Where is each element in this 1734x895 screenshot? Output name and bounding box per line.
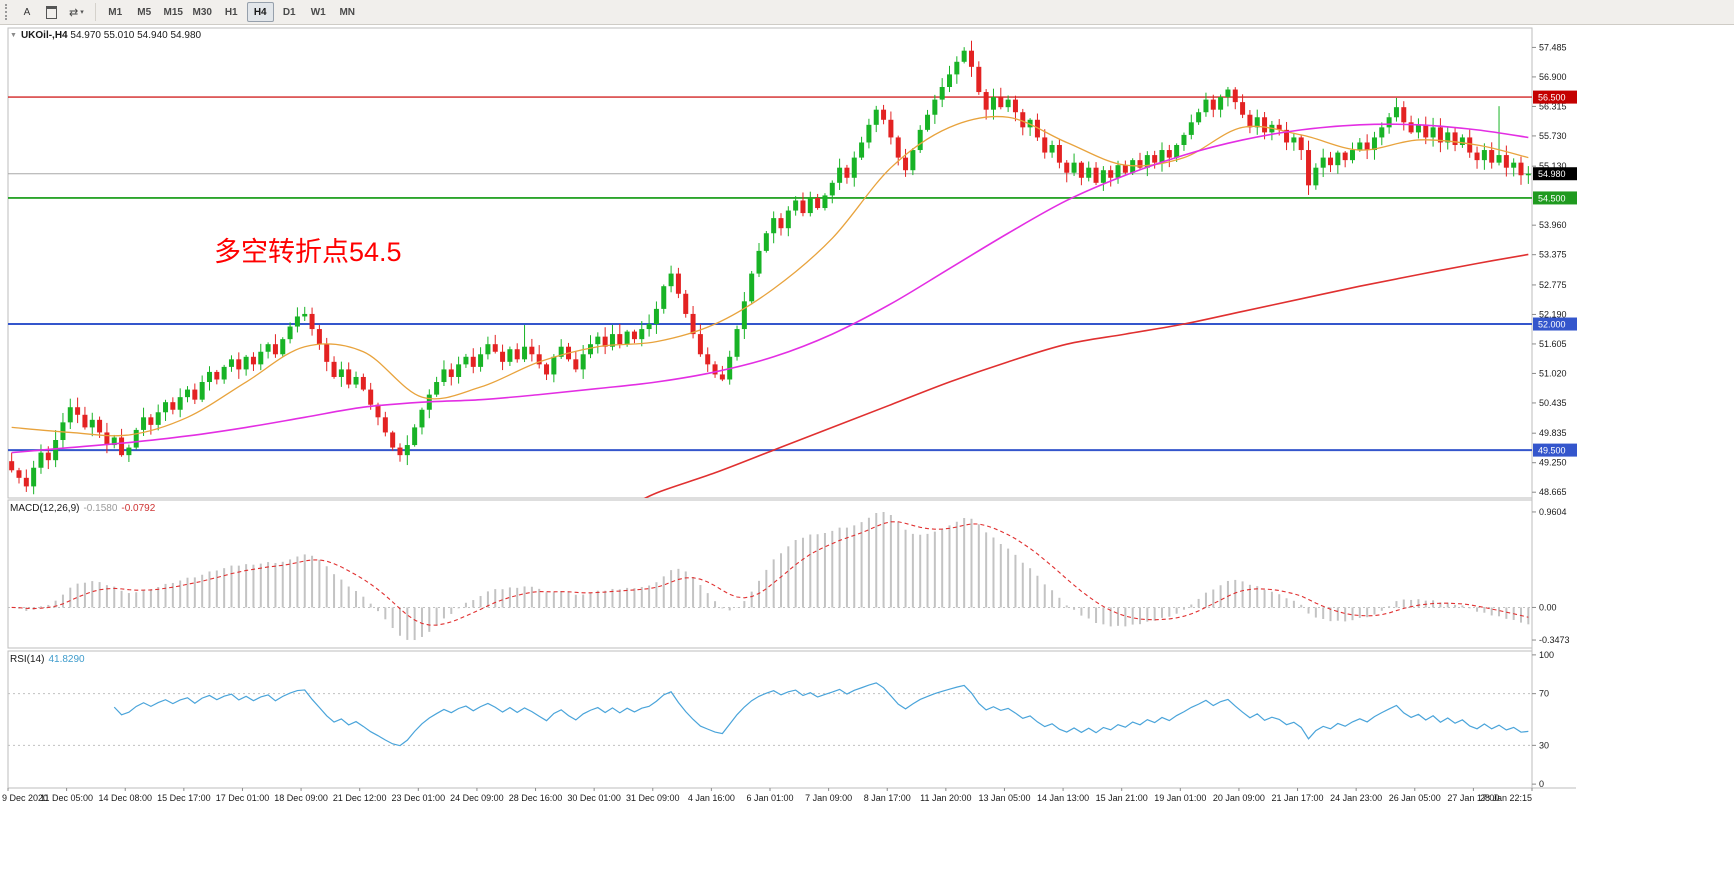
svg-text:11 Jan 20:00: 11 Jan 20:00	[920, 793, 971, 803]
svg-text:28 Dec 16:00: 28 Dec 16:00	[509, 793, 563, 803]
chart-window-button[interactable]	[40, 2, 62, 22]
svg-text:28 Jan 22:15: 28 Jan 22:15	[1480, 793, 1532, 803]
svg-text:49.250: 49.250	[1539, 458, 1567, 468]
tf-button-mn[interactable]: MN	[334, 2, 361, 22]
svg-text:7 Jan 09:00: 7 Jan 09:00	[805, 793, 852, 803]
rsi-label: RSI(14)	[10, 654, 45, 665]
toolbar-separator	[94, 3, 96, 21]
svg-text:55.130: 55.130	[1539, 161, 1567, 171]
svg-text:56.500: 56.500	[1538, 93, 1566, 103]
svg-text:31 Dec 09:00: 31 Dec 09:00	[626, 793, 680, 803]
svg-text:8 Jan 17:00: 8 Jan 17:00	[864, 793, 911, 803]
svg-text:54.500: 54.500	[1538, 193, 1566, 203]
cycle-symbols-button[interactable]: ⇄ ▾	[64, 2, 89, 22]
svg-text:14 Dec 08:00: 14 Dec 08:00	[98, 793, 152, 803]
svg-text:4 Jan 16:00: 4 Jan 16:00	[688, 793, 735, 803]
svg-text:51.020: 51.020	[1539, 368, 1567, 378]
caret-down-icon: ▾	[80, 9, 84, 16]
svg-text:49.500: 49.500	[1538, 446, 1566, 456]
svg-text:19 Jan 01:00: 19 Jan 01:00	[1154, 793, 1206, 803]
svg-text:14 Jan 13:00: 14 Jan 13:00	[1037, 793, 1089, 803]
svg-text:53.375: 53.375	[1539, 250, 1567, 260]
svg-text:56.900: 56.900	[1539, 72, 1567, 82]
svg-text:0.00: 0.00	[1539, 602, 1557, 612]
toolbar-drag-handle[interactable]	[5, 4, 10, 20]
chart-title: ▼ UKOil-,H4 54.970 55.010 54.940 54.980	[10, 30, 201, 41]
svg-text:11 Dec 05:00: 11 Dec 05:00	[40, 793, 93, 803]
tf-button-m1[interactable]: M1	[102, 2, 129, 22]
tf-button-h1[interactable]: H1	[218, 2, 245, 22]
tf-button-m5[interactable]: M5	[131, 2, 158, 22]
svg-text:-0.3473: -0.3473	[1539, 635, 1570, 645]
macd-main-value: -0.1580	[83, 503, 118, 514]
svg-text:24 Jan 23:00: 24 Jan 23:00	[1330, 793, 1382, 803]
tf-button-h4[interactable]: H4	[246, 2, 274, 22]
cycle-icon: ⇄	[69, 6, 79, 19]
svg-text:15 Dec 17:00: 15 Dec 17:00	[157, 793, 211, 803]
svg-text:57.485: 57.485	[1539, 42, 1567, 52]
svg-text:70: 70	[1539, 689, 1549, 699]
svg-text:18 Dec 09:00: 18 Dec 09:00	[274, 793, 328, 803]
chart-ohlc-values: 54.970 55.010 54.940 54.980	[70, 30, 202, 41]
svg-text:27 Jan 17:00: 27 Jan 17:00	[1447, 793, 1499, 803]
svg-text:55.730: 55.730	[1539, 131, 1567, 141]
svg-text:30 Dec 01:00: 30 Dec 01:00	[567, 793, 621, 803]
svg-text:0: 0	[1539, 779, 1544, 789]
macd-label: MACD(12,26,9)	[10, 503, 80, 514]
tf-button-m30[interactable]: M30	[189, 2, 216, 22]
tf-button-d1[interactable]: D1	[276, 2, 303, 22]
chart-dropdown-icon: ▼	[10, 32, 17, 39]
svg-text:100: 100	[1539, 650, 1554, 660]
macd-signal-value: -0.0792	[121, 503, 156, 514]
chart-symbol-label: UKOil-,H4	[20, 30, 68, 41]
svg-text:53.960: 53.960	[1539, 220, 1567, 230]
svg-text:9 Dec 2020: 9 Dec 2020	[2, 793, 48, 803]
chart-window: 57.485 56.900 56.315 55.730 55.130 53.960 53.3…	[0, 25, 1578, 808]
svg-text:52.000: 52.000	[1538, 320, 1566, 330]
svg-text:54.980: 54.980	[1538, 169, 1566, 179]
svg-text:23 Dec 01:00: 23 Dec 01:00	[392, 793, 446, 803]
svg-text:30: 30	[1539, 740, 1549, 750]
svg-text:52.775: 52.775	[1539, 280, 1567, 290]
tf-button-w1[interactable]: W1	[305, 2, 332, 22]
svg-text:26 Jan 05:00: 26 Jan 05:00	[1389, 793, 1441, 803]
tf-button-m15[interactable]: M15	[160, 2, 187, 22]
chart-window-icon	[45, 5, 57, 19]
svg-text:50.435: 50.435	[1539, 398, 1567, 408]
svg-text:49.835: 49.835	[1539, 428, 1567, 438]
svg-text:0.9604: 0.9604	[1539, 507, 1567, 517]
chart-annotation-text: 多空转折点54.5	[214, 237, 402, 267]
macd-indicator-header: MACD(12,26,9) -0.1580 -0.0792	[10, 503, 155, 514]
svg-text:21 Dec 12:00: 21 Dec 12:00	[333, 793, 387, 803]
svg-text:13 Jan 05:00: 13 Jan 05:00	[978, 793, 1030, 803]
toolbar: A ⇄ ▾ M1 M5 M15 M30 H1 H4 D1 W1 MN	[0, 0, 1734, 25]
svg-text:20 Jan 09:00: 20 Jan 09:00	[1213, 793, 1265, 803]
svg-text:51.605: 51.605	[1539, 339, 1567, 349]
svg-text:56.315: 56.315	[1539, 101, 1567, 111]
svg-text:52.190: 52.190	[1539, 309, 1567, 319]
svg-text:6 Jan 01:00: 6 Jan 01:00	[746, 793, 793, 803]
price-chart-canvas[interactable]: 57.485 56.900 56.315 55.730 55.130 53.960 53.3…	[0, 25, 1578, 808]
svg-text:15 Jan 21:00: 15 Jan 21:00	[1096, 793, 1148, 803]
arrow-tool-button[interactable]: A	[16, 2, 38, 22]
svg-text:21 Jan 17:00: 21 Jan 17:00	[1272, 793, 1324, 803]
rsi-value: 41.8290	[48, 654, 85, 665]
svg-text:17 Dec 01:00: 17 Dec 01:00	[216, 793, 270, 803]
rsi-indicator-header: RSI(14) 41.8290	[10, 654, 85, 665]
svg-text:24 Dec 09:00: 24 Dec 09:00	[450, 793, 504, 803]
svg-text:48.665: 48.665	[1539, 487, 1567, 497]
